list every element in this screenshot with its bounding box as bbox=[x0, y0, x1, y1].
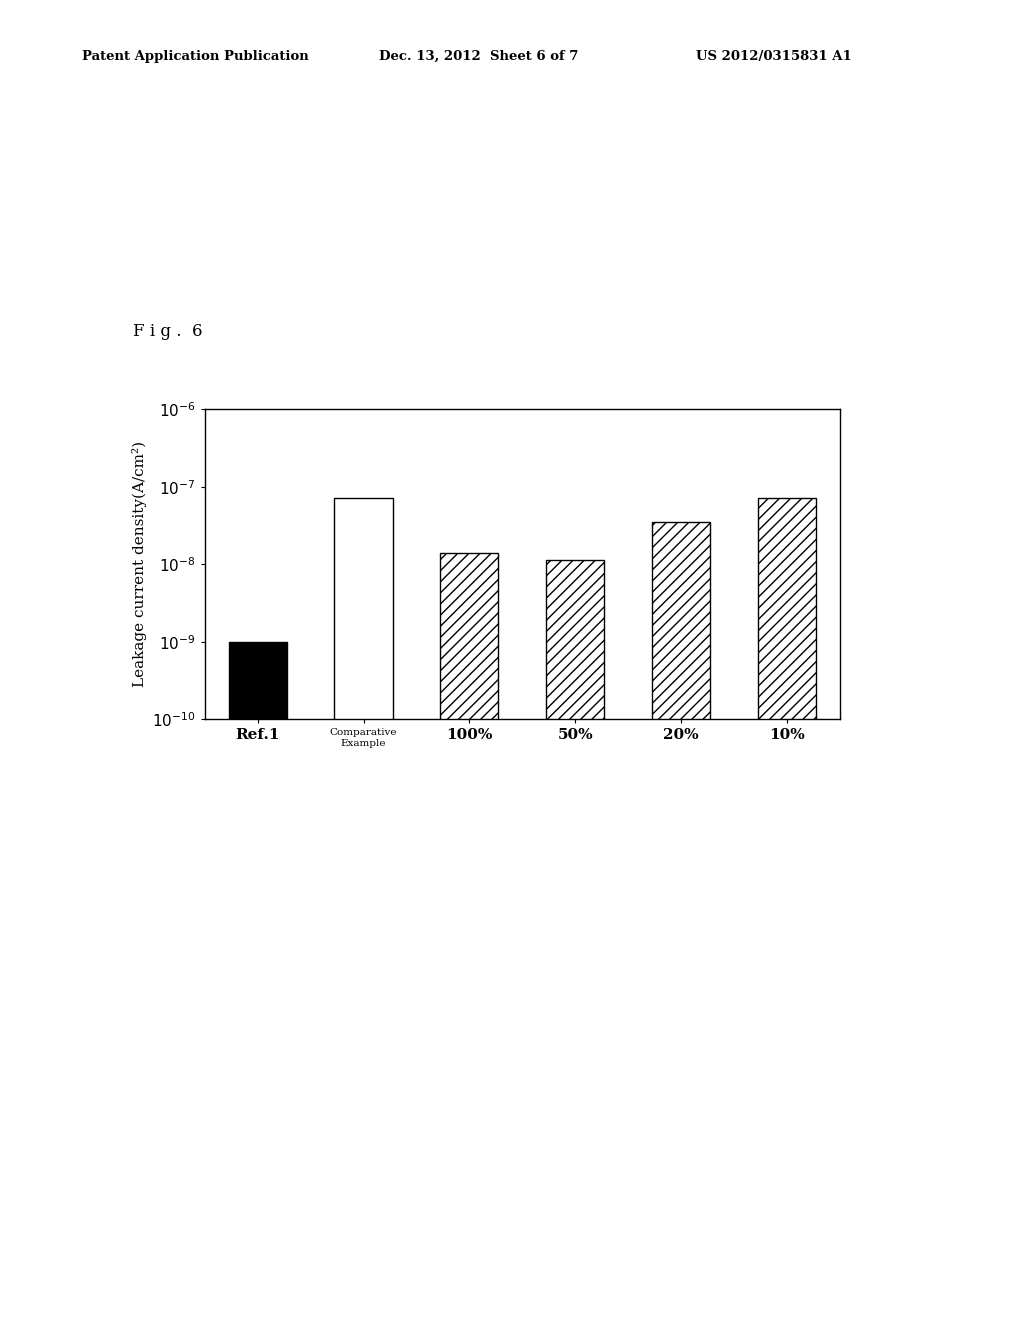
Bar bbox=[758, 499, 816, 1320]
Text: F i g .  6: F i g . 6 bbox=[133, 323, 203, 341]
Text: Dec. 13, 2012  Sheet 6 of 7: Dec. 13, 2012 Sheet 6 of 7 bbox=[379, 50, 579, 63]
Bar bbox=[335, 499, 392, 1320]
Bar bbox=[546, 561, 604, 1320]
Bar bbox=[228, 642, 287, 1320]
Bar bbox=[440, 553, 499, 1320]
Text: Patent Application Publication: Patent Application Publication bbox=[82, 50, 308, 63]
Bar bbox=[652, 521, 710, 1320]
Y-axis label: Leakage current density(A/cm²): Leakage current density(A/cm²) bbox=[132, 441, 146, 688]
Text: US 2012/0315831 A1: US 2012/0315831 A1 bbox=[696, 50, 852, 63]
